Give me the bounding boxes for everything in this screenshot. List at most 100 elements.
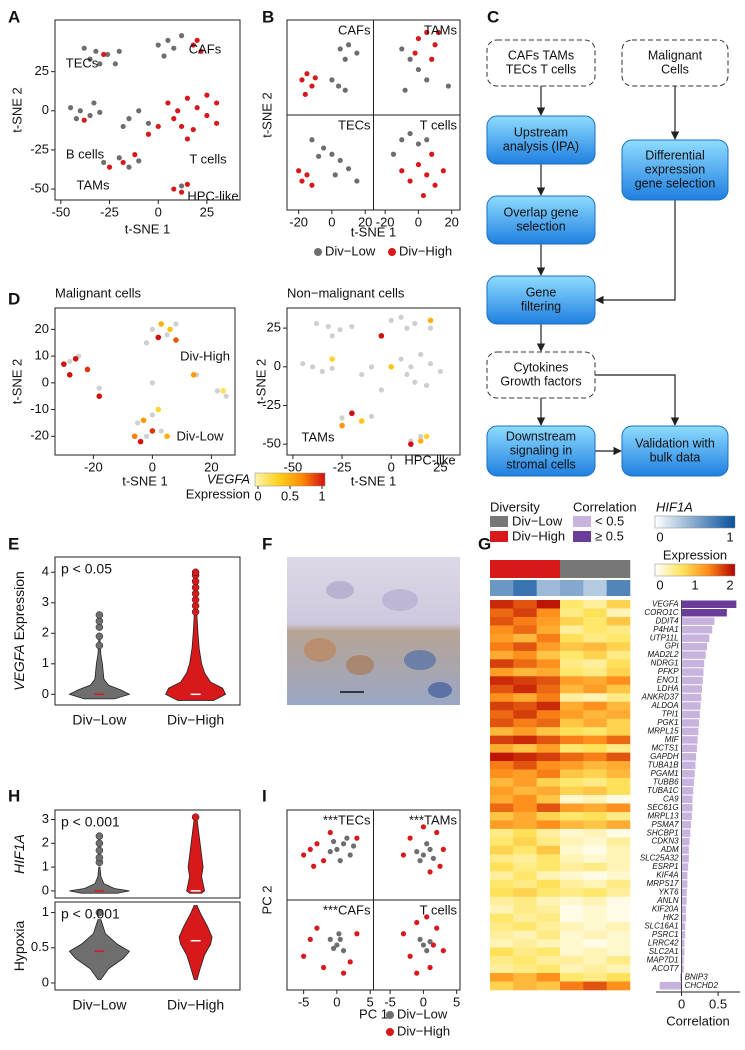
node-label: Differential <box>645 148 705 162</box>
point <box>407 835 413 841</box>
expression-point <box>349 410 355 417</box>
correlation-bar <box>681 608 727 617</box>
correlation-bar <box>681 965 684 973</box>
chart-title: Non−malignant cells <box>287 285 405 300</box>
node-label: Malignant <box>648 48 703 62</box>
heatmap-cell <box>513 803 537 813</box>
x-tick-label: -25 <box>100 204 119 219</box>
heatmap-cell <box>606 650 631 660</box>
background-point <box>412 320 418 327</box>
gene-label: VEGFA <box>652 599 679 608</box>
heatmap-cell <box>536 905 561 914</box>
x-tick-label: 0 <box>333 994 340 1009</box>
heatmap-cell <box>560 659 584 669</box>
heatmap-cell <box>560 650 584 660</box>
heatmap-cell <box>560 752 584 762</box>
heatmap-cell <box>606 667 631 677</box>
point <box>101 51 107 58</box>
heatmap-cell <box>490 828 514 838</box>
point <box>116 48 122 54</box>
heatmap-cell <box>513 778 537 787</box>
node-label: Growth factors <box>500 374 581 388</box>
x-tick-label: Div−High <box>167 997 224 1013</box>
correlation-bar <box>681 719 700 727</box>
point <box>420 824 427 830</box>
heatmap-cell <box>490 633 514 643</box>
correlation-bar <box>681 761 696 770</box>
heatmap-cell <box>490 973 514 982</box>
colorbar-tick-label: 0 <box>254 488 261 503</box>
correlation-bar <box>681 778 694 787</box>
correlation-bar <box>681 702 701 710</box>
background-point <box>339 415 345 421</box>
background-point <box>149 412 155 418</box>
background-point <box>412 379 418 385</box>
x-tick-label: -20 <box>376 214 395 229</box>
heatmap-cell <box>560 913 584 923</box>
plot-frame <box>373 114 461 211</box>
heatmap-cell <box>606 659 631 669</box>
heatmap-cell <box>606 896 631 906</box>
correlation-bar <box>681 871 688 880</box>
node-label: Validation with <box>635 436 715 450</box>
legend-label: ≥ 0.5 <box>595 528 624 543</box>
background-point <box>223 393 229 399</box>
heatmap-cell <box>560 633 584 643</box>
background-point <box>143 340 150 346</box>
correlation-bar <box>681 939 685 948</box>
heatmap-cell <box>583 642 607 652</box>
heatmap-cell <box>583 922 607 931</box>
heatmap-cell <box>490 862 514 872</box>
correlation-bar <box>681 897 687 905</box>
gene-label: P4HA1 <box>653 625 678 634</box>
point <box>178 183 185 189</box>
heatmap-cell <box>606 752 631 762</box>
background-point <box>437 368 443 375</box>
heatmap-cell <box>536 795 561 804</box>
y-axis-label: PC 2 <box>259 886 274 915</box>
expression-point <box>329 356 336 362</box>
point <box>354 50 360 56</box>
heatmap-cell <box>513 659 537 669</box>
background-point <box>398 356 404 362</box>
x-axis-label: t-SNE 1 <box>125 221 171 236</box>
annotation: B cells <box>66 146 105 161</box>
heatmap-cell <box>583 676 607 686</box>
heatmap-cell <box>536 922 561 931</box>
correlation-bar <box>681 710 700 719</box>
heatmap-cell <box>583 837 607 847</box>
point <box>340 948 347 954</box>
heatmap-cell <box>536 913 561 923</box>
point <box>309 137 315 143</box>
heatmap-cell <box>490 922 514 931</box>
facet-label: T cells <box>420 902 458 917</box>
point <box>330 838 337 845</box>
correlation-bar <box>681 787 694 795</box>
heatmap-cell <box>536 769 561 779</box>
heatmap-cell <box>513 769 537 779</box>
expression-point <box>164 433 170 440</box>
hif1a-cell <box>536 580 561 596</box>
legend-swatch <box>573 531 591 542</box>
heatmap-cell <box>560 642 584 652</box>
heatmap-cell <box>490 981 514 991</box>
heatmap-cell <box>513 667 537 677</box>
point <box>414 970 420 976</box>
hif1a-cell <box>606 580 631 596</box>
legend-swatch <box>490 531 508 542</box>
gene-label: MRPL13 <box>647 811 679 820</box>
correlation-bar <box>681 770 695 778</box>
gene-label: PSMA7 <box>651 820 679 829</box>
point <box>316 153 322 159</box>
point <box>301 852 307 858</box>
gene-label: KIF4A <box>656 871 678 880</box>
expression-point <box>137 438 144 445</box>
heatmap-cell <box>583 811 607 821</box>
heatmap-cell <box>606 616 631 626</box>
heatmap-cell <box>583 625 607 635</box>
gene-label: BNIP3 <box>685 972 709 981</box>
point <box>399 168 405 174</box>
legend-swatch <box>573 516 591 527</box>
point <box>309 182 315 188</box>
node-label: filtering <box>521 299 561 313</box>
